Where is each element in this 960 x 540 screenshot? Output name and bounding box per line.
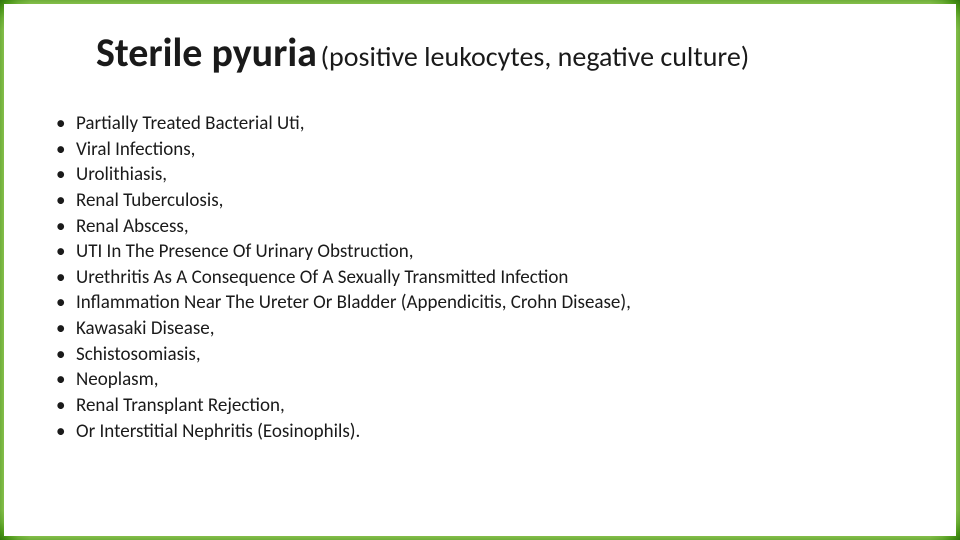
slide-title-sub: (positive leukocytes, negative culture) [321,39,750,74]
slide-frame: Sterile pyuria (positive leukocytes, neg… [0,0,960,540]
list-item: Kawasaki Disease, [52,316,920,342]
list-item: Partially Treated Bacterial Uti, [52,111,920,137]
list-item: Renal Transplant Rejection, [52,393,920,419]
list-item: Schistosomiasis, [52,342,920,368]
slide-title-main: Sterile pyuria [96,28,317,77]
list-item: Inflammation Near The Ureter Or Bladder … [52,290,920,316]
list-item: Urolithiasis, [52,162,920,188]
slide-content: Sterile pyuria (positive leukocytes, neg… [0,0,960,540]
bullet-list: Partially Treated Bacterial Uti, Viral I… [52,111,920,444]
list-item: Or Interstitial Nephritis (Eosinophils). [52,419,920,445]
list-item: Neoplasm, [52,367,920,393]
list-item: Urethritis As A Consequence Of A Sexuall… [52,265,920,291]
list-item: Renal Abscess, [52,214,920,240]
slide-title-row: Sterile pyuria (positive leukocytes, neg… [96,28,920,77]
list-item: UTI In The Presence Of Urinary Obstructi… [52,239,920,265]
list-item: Renal Tuberculosis, [52,188,920,214]
list-item: Viral Infections, [52,137,920,163]
